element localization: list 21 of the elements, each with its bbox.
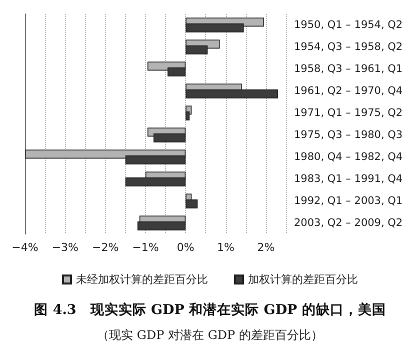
y-tick-label: 1975, Q3 – 1980, Q3: [294, 129, 403, 141]
y-tick-label: 1961, Q2 – 1970, Q4: [294, 85, 403, 97]
x-tick-label: 1%: [217, 241, 234, 254]
text: 图 4.3 现实实际 GDP 和潜在实际 GDP 的缺口，美国: [34, 301, 386, 318]
y-tick-label: 2003, Q2 – 2009, Q2: [294, 217, 403, 229]
x-tick-label: −4%: [12, 241, 38, 254]
x-tick-label: −2%: [92, 241, 119, 254]
y-tick-label: 1992, Q1 – 2003, Q1: [294, 195, 403, 207]
x-tick-label: −3%: [52, 241, 78, 254]
x-tick-label: 2%: [257, 241, 275, 254]
y-tick-label: 1954, Q3 – 1958, Q2: [294, 41, 403, 53]
legend-label: 加权计算的差距百分比: [248, 273, 358, 286]
x-tick-label: 0%: [176, 241, 194, 254]
y-tick-label: 1958, Q3 – 1961, Q1: [294, 63, 403, 75]
y-tick-label: 1971, Q1 – 1975, Q2: [294, 107, 403, 119]
legend-label: 未经加权计算的差距百分比: [76, 273, 208, 286]
text: （现实 GDP 对潜在 GDP 的差距百分比）: [97, 328, 323, 342]
y-tick-label: 1983, Q1 – 1991, Q4: [294, 173, 403, 185]
x-tick-label: −1%: [132, 241, 159, 254]
y-tick-label: 1980, Q4 – 1982, Q4: [294, 151, 403, 163]
y-tick-label: 1950, Q1 – 1954, Q2: [294, 19, 403, 31]
